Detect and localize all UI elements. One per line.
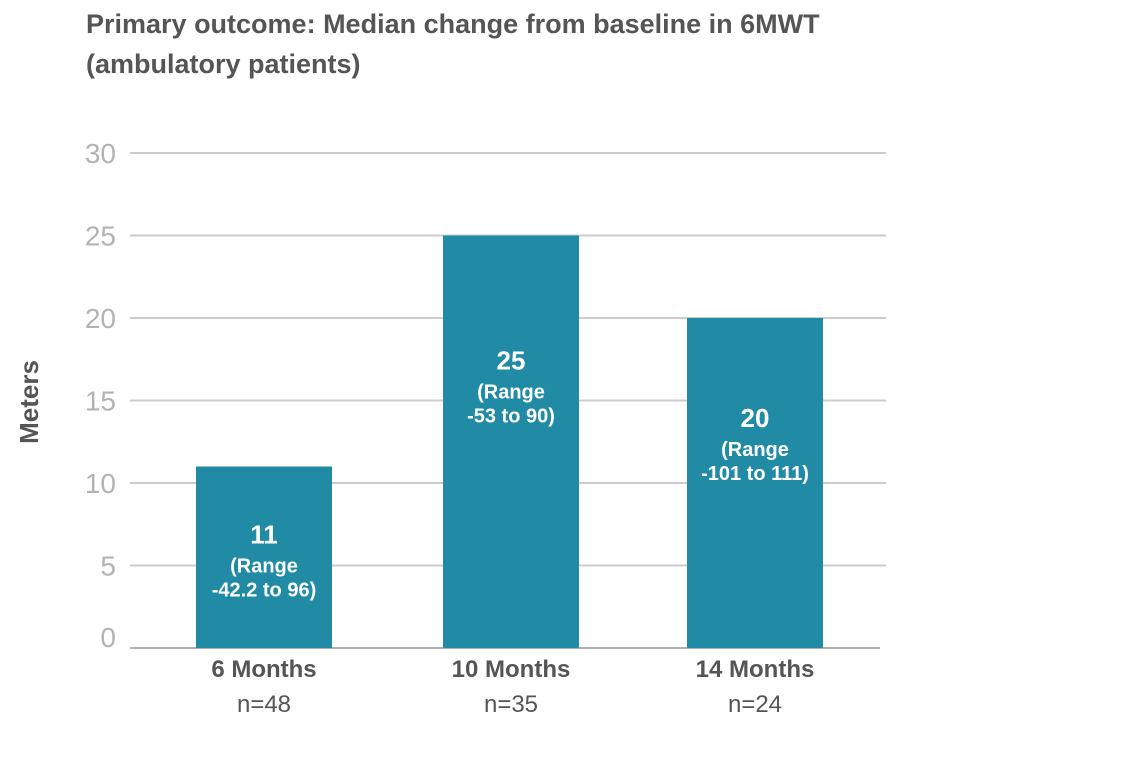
y-tick-label: 20 [85, 303, 116, 334]
bars: 11(Range-42.2 to 96)25(Range-53 to 90) 20… [196, 235, 823, 648]
chart-title-line-2: (ambulatory patients) [86, 49, 361, 79]
x-sample-size-label: n=48 [237, 691, 291, 718]
bar-value-label: 25 [497, 345, 526, 375]
y-tick-label: 10 [85, 468, 116, 499]
y-tick-label: 15 [85, 386, 116, 417]
bar-value-label: 11 [250, 520, 278, 550]
bar-range-label: (Range [721, 439, 789, 461]
bar-range-label: (Range [230, 556, 298, 578]
y-axis-ticks: 0 5 10 15 20 25 30 [85, 138, 116, 653]
bar-range-label: -42.2 to 96) [212, 580, 316, 602]
bar [443, 235, 579, 648]
x-category-label: 14 Months [696, 656, 815, 683]
x-sample-size-label: n=24 [728, 691, 782, 718]
bar-value-label: 20 [741, 403, 770, 433]
x-sample-size-label: n=35 [484, 691, 538, 718]
y-tick-label: 0 [100, 622, 116, 653]
y-axis-label: Meters [14, 360, 44, 444]
chart-title: Primary outcome: Median change from base… [86, 9, 820, 79]
bar-range-label: -101 to 111) [701, 463, 809, 485]
bar [687, 318, 823, 648]
bar-range-label: -53 to 90) [467, 405, 555, 427]
y-tick-label: 30 [85, 138, 116, 169]
bar-range-label: (Range [477, 381, 545, 403]
x-axis-categories: 6 Months n=48 10 Months n=35 14 Months n=24 [211, 656, 814, 718]
chart-title-line-1: Primary outcome: Median change from base… [86, 9, 820, 39]
y-tick-label: 25 [85, 221, 116, 252]
x-category-label: 10 Months [452, 656, 571, 683]
y-tick-label: 5 [100, 551, 116, 582]
x-category-label: 6 Months [211, 656, 316, 683]
bar [196, 466, 332, 648]
